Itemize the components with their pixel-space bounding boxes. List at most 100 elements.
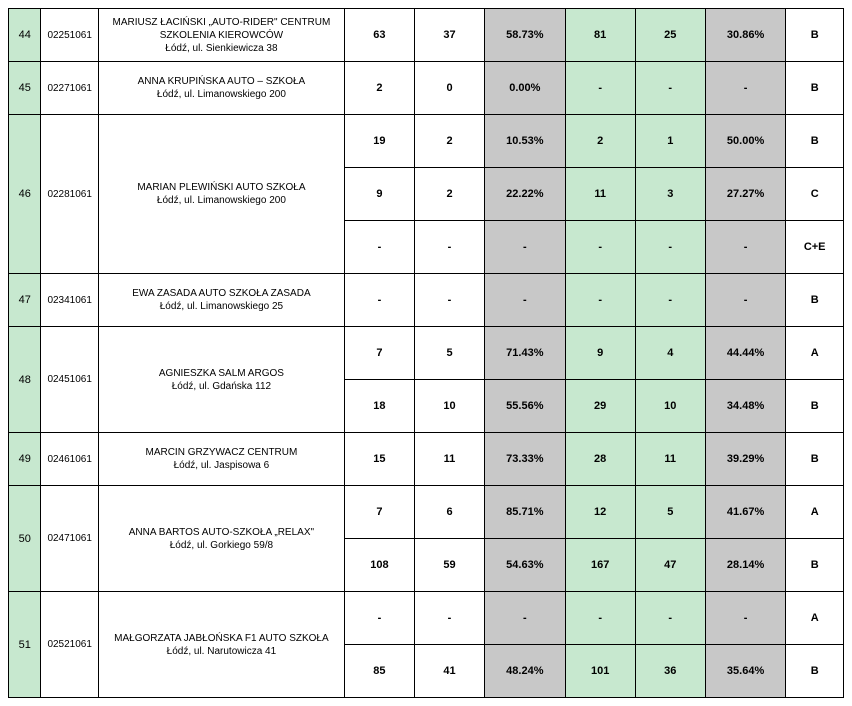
percent-1: 73.33% <box>485 433 566 486</box>
value-1: 7 <box>344 486 414 539</box>
category: C+E <box>786 221 844 274</box>
category: C <box>786 168 844 221</box>
value-3: 2 <box>565 115 635 168</box>
percent-1: - <box>485 274 566 327</box>
school-code: 02471061 <box>41 486 99 592</box>
value-4: 4 <box>635 327 705 380</box>
table-row: 4402251061MARIUSZ ŁACIŃSKI „AUTO-RIDER" … <box>9 9 844 62</box>
row-index: 51 <box>9 592 41 698</box>
row-index: 48 <box>9 327 41 433</box>
row-index: 46 <box>9 115 41 274</box>
percent-1: 0.00% <box>485 62 566 115</box>
percent-1: - <box>485 592 566 645</box>
percent-2: - <box>705 592 786 645</box>
value-4: 47 <box>635 539 705 592</box>
percent-2: 34.48% <box>705 380 786 433</box>
table-row: 4702341061EWA ZASADA AUTO SZKOŁA ZASADAŁ… <box>9 274 844 327</box>
value-2: 41 <box>414 645 484 698</box>
category: B <box>786 9 844 62</box>
school-code: 02281061 <box>41 115 99 274</box>
value-2: 2 <box>414 168 484 221</box>
value-4: 1 <box>635 115 705 168</box>
school-name: EWA ZASADA AUTO SZKOŁA ZASADAŁódź, ul. L… <box>98 274 344 327</box>
value-4: - <box>635 274 705 327</box>
category: B <box>786 62 844 115</box>
value-4: 3 <box>635 168 705 221</box>
row-index: 47 <box>9 274 41 327</box>
school-name: MARCIN GRZYWACZ CENTRUMŁódź, ul. Jaspiso… <box>98 433 344 486</box>
value-3: 81 <box>565 9 635 62</box>
table-row: 4502271061ANNA KRUPIŃSKA AUTO – SZKOŁAŁó… <box>9 62 844 115</box>
percent-1: 85.71% <box>485 486 566 539</box>
value-1: - <box>344 221 414 274</box>
value-2: - <box>414 221 484 274</box>
school-code: 02271061 <box>41 62 99 115</box>
percent-2: 41.67% <box>705 486 786 539</box>
school-name: AGNIESZKA SALM ARGOSŁódź, ul. Gdańska 11… <box>98 327 344 433</box>
category: A <box>786 486 844 539</box>
row-index: 50 <box>9 486 41 592</box>
value-3: 12 <box>565 486 635 539</box>
value-1: 18 <box>344 380 414 433</box>
value-3: 9 <box>565 327 635 380</box>
value-4: 11 <box>635 433 705 486</box>
percent-2: 30.86% <box>705 9 786 62</box>
value-4: 5 <box>635 486 705 539</box>
row-index: 44 <box>9 9 41 62</box>
value-3: - <box>565 274 635 327</box>
category: B <box>786 380 844 433</box>
value-2: 59 <box>414 539 484 592</box>
percent-2: 27.27% <box>705 168 786 221</box>
school-code: 02521061 <box>41 592 99 698</box>
value-2: 37 <box>414 9 484 62</box>
school-name: MAŁGORZATA JABŁOŃSKA F1 AUTO SZKOŁAŁódź,… <box>98 592 344 698</box>
value-2: - <box>414 592 484 645</box>
value-1: 108 <box>344 539 414 592</box>
value-4: - <box>635 592 705 645</box>
category: B <box>786 115 844 168</box>
school-name: MARIAN PLEWIŃSKI AUTO SZKOŁAŁódź, ul. Li… <box>98 115 344 274</box>
value-3: 167 <box>565 539 635 592</box>
table-row: 4802451061AGNIESZKA SALM ARGOSŁódź, ul. … <box>9 327 844 380</box>
percent-1: 55.56% <box>485 380 566 433</box>
school-code: 02341061 <box>41 274 99 327</box>
percent-1: 22.22% <box>485 168 566 221</box>
value-1: 85 <box>344 645 414 698</box>
value-3: 28 <box>565 433 635 486</box>
value-2: 0 <box>414 62 484 115</box>
value-1: - <box>344 592 414 645</box>
value-1: - <box>344 274 414 327</box>
data-table: 4402251061MARIUSZ ŁACIŃSKI „AUTO-RIDER" … <box>8 8 844 698</box>
value-3: 11 <box>565 168 635 221</box>
value-1: 7 <box>344 327 414 380</box>
percent-2: 28.14% <box>705 539 786 592</box>
value-3: 29 <box>565 380 635 433</box>
value-4: - <box>635 62 705 115</box>
value-2: 2 <box>414 115 484 168</box>
value-4: 36 <box>635 645 705 698</box>
percent-1: - <box>485 221 566 274</box>
category: B <box>786 433 844 486</box>
percent-1: 71.43% <box>485 327 566 380</box>
percent-1: 54.63% <box>485 539 566 592</box>
value-3: 101 <box>565 645 635 698</box>
value-1: 15 <box>344 433 414 486</box>
row-index: 49 <box>9 433 41 486</box>
category: A <box>786 327 844 380</box>
table-row: 5002471061ANNA BARTOS AUTO-SZKOŁA „RELAX… <box>9 486 844 539</box>
table-row: 4902461061MARCIN GRZYWACZ CENTRUMŁódź, u… <box>9 433 844 486</box>
category: B <box>786 274 844 327</box>
value-2: - <box>414 274 484 327</box>
value-4: 25 <box>635 9 705 62</box>
category: B <box>786 645 844 698</box>
percent-2: - <box>705 62 786 115</box>
school-code: 02451061 <box>41 327 99 433</box>
school-name: ANNA KRUPIŃSKA AUTO – SZKOŁAŁódź, ul. Li… <box>98 62 344 115</box>
category: B <box>786 539 844 592</box>
value-1: 2 <box>344 62 414 115</box>
value-3: - <box>565 221 635 274</box>
value-3: - <box>565 62 635 115</box>
table-row: 5102521061MAŁGORZATA JABŁOŃSKA F1 AUTO S… <box>9 592 844 645</box>
percent-2: - <box>705 221 786 274</box>
percent-2: 35.64% <box>705 645 786 698</box>
